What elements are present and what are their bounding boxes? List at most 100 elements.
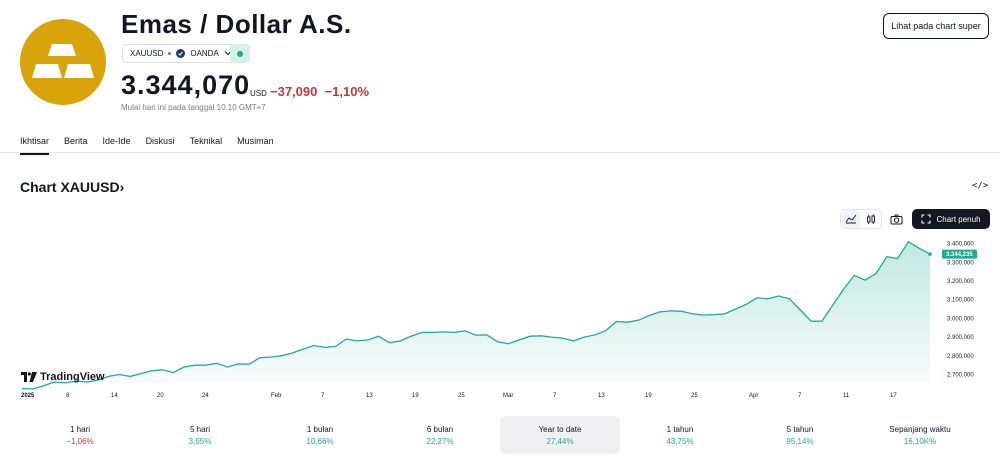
tradingview-logo: TradingView bbox=[21, 371, 105, 383]
snapshot-button[interactable] bbox=[887, 210, 905, 228]
period-change: 16,10K% bbox=[903, 436, 937, 446]
period-change: 10,66% bbox=[306, 436, 334, 446]
y-tick-label: 3.000,000 bbox=[947, 316, 974, 322]
page-title: Emas / Dollar A.S. bbox=[121, 9, 352, 39]
chart-title-text: Chart XAUUSD bbox=[20, 179, 120, 195]
x-tick-label: 24 bbox=[202, 393, 209, 399]
full-chart-button[interactable]: Chart penuh bbox=[912, 209, 990, 229]
embed-code-icon[interactable]: </> bbox=[972, 181, 989, 191]
market-status-badge[interactable] bbox=[230, 44, 250, 63]
period-button[interactable]: 1 bulan 10,66% bbox=[260, 416, 380, 454]
period-button[interactable]: 1 hari −1,06% bbox=[20, 416, 140, 454]
period-button[interactable]: 1 tahun 43,75% bbox=[620, 416, 740, 454]
y-tick-label: 3.200,000 bbox=[947, 279, 974, 285]
x-tick-label: 25 bbox=[458, 393, 465, 399]
tab-technicals[interactable]: Teknikal bbox=[189, 136, 223, 146]
view-super-chart-button[interactable]: Lihat pada chart super bbox=[883, 13, 989, 39]
price-timestamp: Mulai hari ini pada tanggal 10.10 GMT+7 bbox=[121, 103, 266, 112]
candle-chart-button[interactable] bbox=[862, 210, 880, 228]
chart-title-link[interactable]: Chart XAUUSD› bbox=[20, 179, 124, 195]
period-label: 5 tahun bbox=[786, 424, 814, 434]
x-tick-label: Mar bbox=[503, 393, 513, 399]
tradingview-icon bbox=[21, 372, 37, 382]
y-tick-label: 2.700,000 bbox=[947, 373, 974, 379]
tab-bar: Ikhtisar Berita Ide-Ide Diskusi Teknikal… bbox=[20, 136, 289, 155]
y-tick-label: 3.300,000 bbox=[947, 260, 974, 266]
oanda-icon bbox=[176, 49, 186, 58]
period-change: −1,06% bbox=[66, 436, 94, 446]
symbol-ticker: XAUUSD bbox=[130, 49, 164, 58]
tab-divider bbox=[0, 152, 1000, 153]
tab-discussion[interactable]: Diskusi bbox=[145, 136, 175, 146]
price-area-chart[interactable]: 3.400,000 3.300,000 3.200,000 3.100,000 3.00… bbox=[0, 230, 1000, 405]
period-change: 27,44% bbox=[546, 436, 574, 446]
period-button[interactable]: 5 hari 3,55% bbox=[140, 416, 260, 454]
separator-dot bbox=[168, 52, 172, 55]
full-chart-label: Chart penuh bbox=[936, 214, 981, 224]
x-tick-label: 19 bbox=[412, 393, 419, 399]
x-tick-label: 8 bbox=[66, 393, 70, 399]
period-label: 6 bulan bbox=[426, 424, 454, 434]
last-price-badge bbox=[942, 249, 977, 259]
last-price-label: 3.344,235 bbox=[946, 252, 973, 258]
tab-news[interactable]: Berita bbox=[64, 136, 88, 146]
chevron-down-icon bbox=[224, 49, 232, 58]
x-tick-label: Apr bbox=[749, 393, 758, 399]
y-tick-label: 2.900,000 bbox=[947, 335, 974, 341]
y-tick-label: 2.800,000 bbox=[947, 354, 974, 360]
y-tick-label: 3.100,000 bbox=[947, 298, 974, 304]
chart-style-toggle bbox=[840, 209, 882, 229]
candlestick-icon bbox=[867, 214, 875, 224]
period-button[interactable]: Sepanjang waktu 16,10K% bbox=[860, 416, 980, 454]
last-price-point bbox=[928, 252, 932, 256]
exchange-name: OANDA bbox=[190, 49, 219, 58]
camera-icon bbox=[890, 214, 902, 224]
chevron-right-icon: › bbox=[119, 179, 125, 195]
period-change: 3,55% bbox=[188, 436, 212, 446]
period-button[interactable]: 6 bulan 22,27% bbox=[380, 416, 500, 454]
tab-seasonals[interactable]: Musiman bbox=[237, 136, 274, 146]
x-tick-label: 7 bbox=[798, 393, 802, 399]
performance-periods: 1 hari −1,06% 5 hari 3,55% 1 bulan 10,66% 6 bu… bbox=[20, 416, 980, 454]
x-tick-label: 17 bbox=[890, 393, 897, 399]
current-price: 3.344,070 bbox=[121, 70, 251, 100]
gold-bars-logo bbox=[20, 19, 106, 105]
x-tick-label: 25 bbox=[691, 393, 698, 399]
price-change-absolute: −37,090 bbox=[270, 84, 318, 99]
price-currency: USD bbox=[250, 89, 267, 98]
fullscreen-icon bbox=[921, 214, 932, 224]
period-label: Year to date bbox=[538, 424, 582, 434]
x-tick-label: 7 bbox=[553, 393, 557, 399]
market-open-dot bbox=[237, 50, 243, 57]
price-change: −37,090 −1,10% bbox=[270, 84, 369, 99]
period-label: 1 tahun bbox=[666, 424, 694, 434]
area-chart-icon bbox=[845, 214, 857, 224]
period-label: 5 hari bbox=[189, 424, 210, 434]
period-label: 1 bulan bbox=[306, 424, 334, 434]
period-button[interactable]: 5 tahun 95,14% bbox=[740, 416, 860, 454]
x-tick-label: Feb bbox=[271, 393, 282, 399]
x-tick-label: 14 bbox=[111, 393, 118, 399]
y-tick-label: 3.400,000 bbox=[947, 242, 974, 248]
period-change: 43,75% bbox=[666, 436, 694, 446]
tab-ideas[interactable]: Ide-Ide bbox=[102, 136, 131, 146]
x-tick-label: 20 bbox=[157, 393, 164, 399]
period-button[interactable]: Year to date 27,44% bbox=[500, 416, 620, 454]
x-tick-label: 2025 bbox=[21, 393, 35, 399]
period-label: Sepanjang waktu bbox=[889, 424, 951, 434]
period-change: 95,14% bbox=[786, 436, 814, 446]
x-tick-label: 7 bbox=[321, 393, 325, 399]
x-tick-label: 11 bbox=[843, 393, 850, 399]
price-change-percent: −1,10% bbox=[324, 84, 370, 99]
x-tick-label: 19 bbox=[645, 393, 652, 399]
period-label: 1 hari bbox=[69, 424, 90, 434]
x-tick-label: 13 bbox=[598, 393, 605, 399]
period-change: 22,27% bbox=[426, 436, 454, 446]
price-series-line bbox=[21, 240, 931, 390]
symbol-selector[interactable]: XAUUSD OANDA bbox=[122, 44, 240, 63]
x-tick-label: 13 bbox=[366, 393, 373, 399]
area-chart-button[interactable] bbox=[842, 210, 860, 228]
tradingview-wordmark: TradingView bbox=[40, 371, 105, 383]
tab-overview[interactable]: Ikhtisar bbox=[20, 136, 50, 155]
price-area-fill bbox=[22, 241, 930, 390]
